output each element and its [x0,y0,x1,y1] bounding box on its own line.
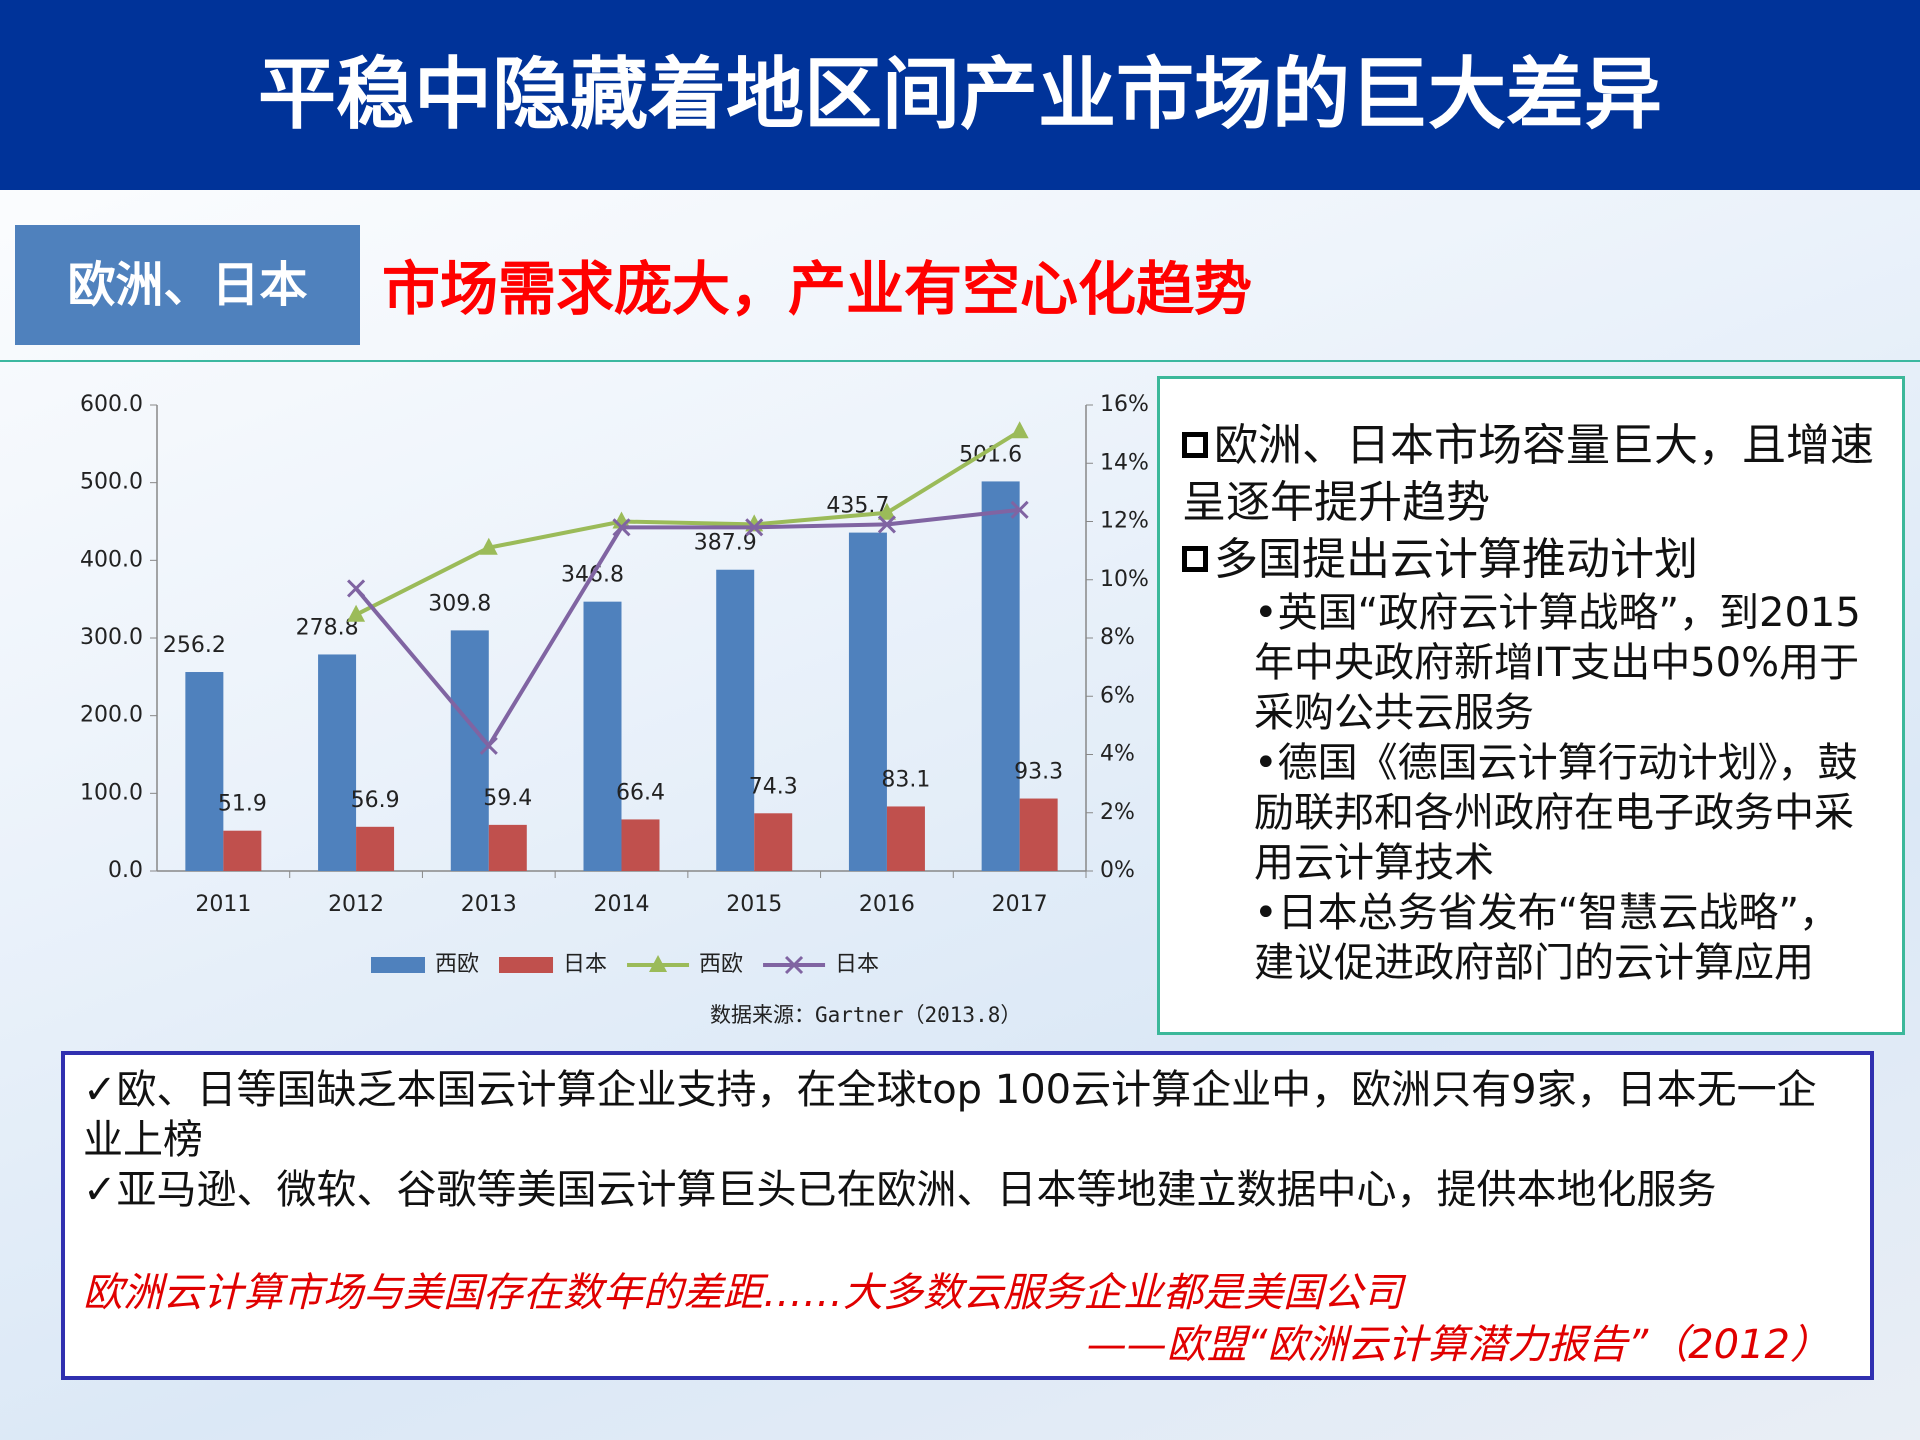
bar [754,813,793,871]
y-tick-label: 300.0 [80,625,143,650]
y2-tick-label: 16% [1100,392,1149,417]
y-tick-label: 400.0 [80,547,143,572]
line-series [355,429,1021,617]
x-tick-label: 2014 [594,892,650,917]
legend-label: 西欧 [699,952,743,977]
highlight-item: 欧洲、日本市场容量巨大，且增速呈逐年提升趋势 [1182,417,1882,531]
y2-tick-label: 0% [1100,858,1135,883]
line-marker [745,518,764,537]
y-tick-label: 100.0 [80,780,143,805]
line-marker [479,736,498,755]
legend-swatch [371,957,425,973]
value-label: 51.9 [218,792,267,817]
y2-tick-label: 14% [1100,450,1149,475]
y2-tick-label: 6% [1100,683,1135,708]
bar [886,806,925,871]
x-tick-label: 2015 [726,892,782,917]
x-tick-label: 2016 [859,892,915,917]
section-headline: 市场需求庞大，产业有空心化趋势 [382,255,1253,323]
y-tick-label: 0.0 [108,858,143,883]
value-label: 256.2 [163,633,226,658]
bar [223,830,262,871]
note-item: 亚马逊、微软、谷歌等美国云计算巨头已在欧洲、日本等地建立数据中心，提供本地化服务 [83,1165,1830,1215]
line-marker [479,537,498,555]
legend-label: 日本 [835,952,879,977]
section-tag: 欧洲、日本 [15,225,360,345]
highlight-subitem: 英国“政府云计算战略”，到2015年中央政府新增IT支出中50%用于采购公共云服… [1254,588,1864,738]
line-marker [877,515,896,534]
line-marker [877,502,896,520]
quote-attribution: ——欧盟“欧洲云计算潜力报告”（2012） [1086,1322,1830,1368]
bar [1019,798,1058,871]
highlight-subitem: 德国《德国云计算行动计划》，鼓励联邦和各州政府在电子政务中采用云计算技术 [1254,738,1864,888]
line-marker [649,955,668,972]
line-marker [1010,500,1029,519]
bar [848,532,887,871]
note-item: 欧、日等国缺乏本国云计算企业支持，在全球top 100云计算企业中，欧洲只有9家… [83,1065,1830,1165]
bar [356,826,395,871]
legend-swatch [499,957,554,973]
highlights-box: 欧洲、日本市场容量巨大，且增速呈逐年提升趋势多国提出云计算推动计划英国“政府云计… [1157,376,1905,1035]
legend-label: 西欧 [435,952,479,977]
y-tick-label: 500.0 [80,470,143,495]
y2-tick-label: 2% [1100,800,1135,825]
y-tick-label: 600.0 [80,392,143,417]
value-label: 66.4 [616,780,665,805]
line-marker [347,604,366,622]
line-series [354,507,1020,750]
notes-box: 欧、日等国缺乏本国云计算企业支持，在全球top 100云计算企业中，欧洲只有9家… [61,1051,1874,1380]
line-marker [784,955,804,975]
bar [716,569,755,871]
x-tick-label: 2011 [195,892,251,917]
bar [583,601,622,871]
slide-title: 平稳中隐藏着地区间产业市场的巨大差异 [0,0,1920,190]
x-tick-label: 2012 [328,892,384,917]
value-label: 93.3 [1014,760,1063,785]
line-marker [347,579,366,598]
y2-tick-label: 10% [1100,567,1149,592]
highlight-subitem: 日本总务省发布“智慧云战略”，建议促进政府部门的云计算应用 [1254,888,1864,988]
value-label: 74.3 [749,774,798,799]
y2-tick-label: 8% [1100,625,1135,650]
x-tick-label: 2013 [461,892,517,917]
legend-label: 日本 [563,952,607,977]
divider [0,360,1920,362]
y-tick-label: 200.0 [80,703,143,728]
y2-tick-label: 4% [1100,742,1135,767]
bar [981,481,1020,871]
value-label: 83.1 [881,767,930,792]
bar [185,672,224,871]
chart: 0.0 100.0 200.0 300.0 400.0 500.0 600.0 0% 2% 4% 6… [80,392,1149,1027]
highlight-item: 多国提出云计算推动计划 [1182,531,1882,588]
line-marker [1010,421,1029,439]
quote: 欧洲云计算市场与美国存在数年的差距……大多数云服务企业都是美国公司 [83,1270,1403,1316]
bar [488,824,527,871]
x-tick-label: 2017 [992,892,1048,917]
value-label: 56.9 [351,788,400,813]
bar [318,654,357,871]
bar [621,819,660,871]
line-marker [612,518,631,537]
chart-source: 数据来源：Gartner（2013.8） [710,1003,1021,1027]
value-label: 59.4 [483,786,532,811]
value-label: 278.8 [296,615,359,640]
value-label: 309.8 [428,591,491,616]
y2-tick-label: 12% [1100,509,1149,534]
